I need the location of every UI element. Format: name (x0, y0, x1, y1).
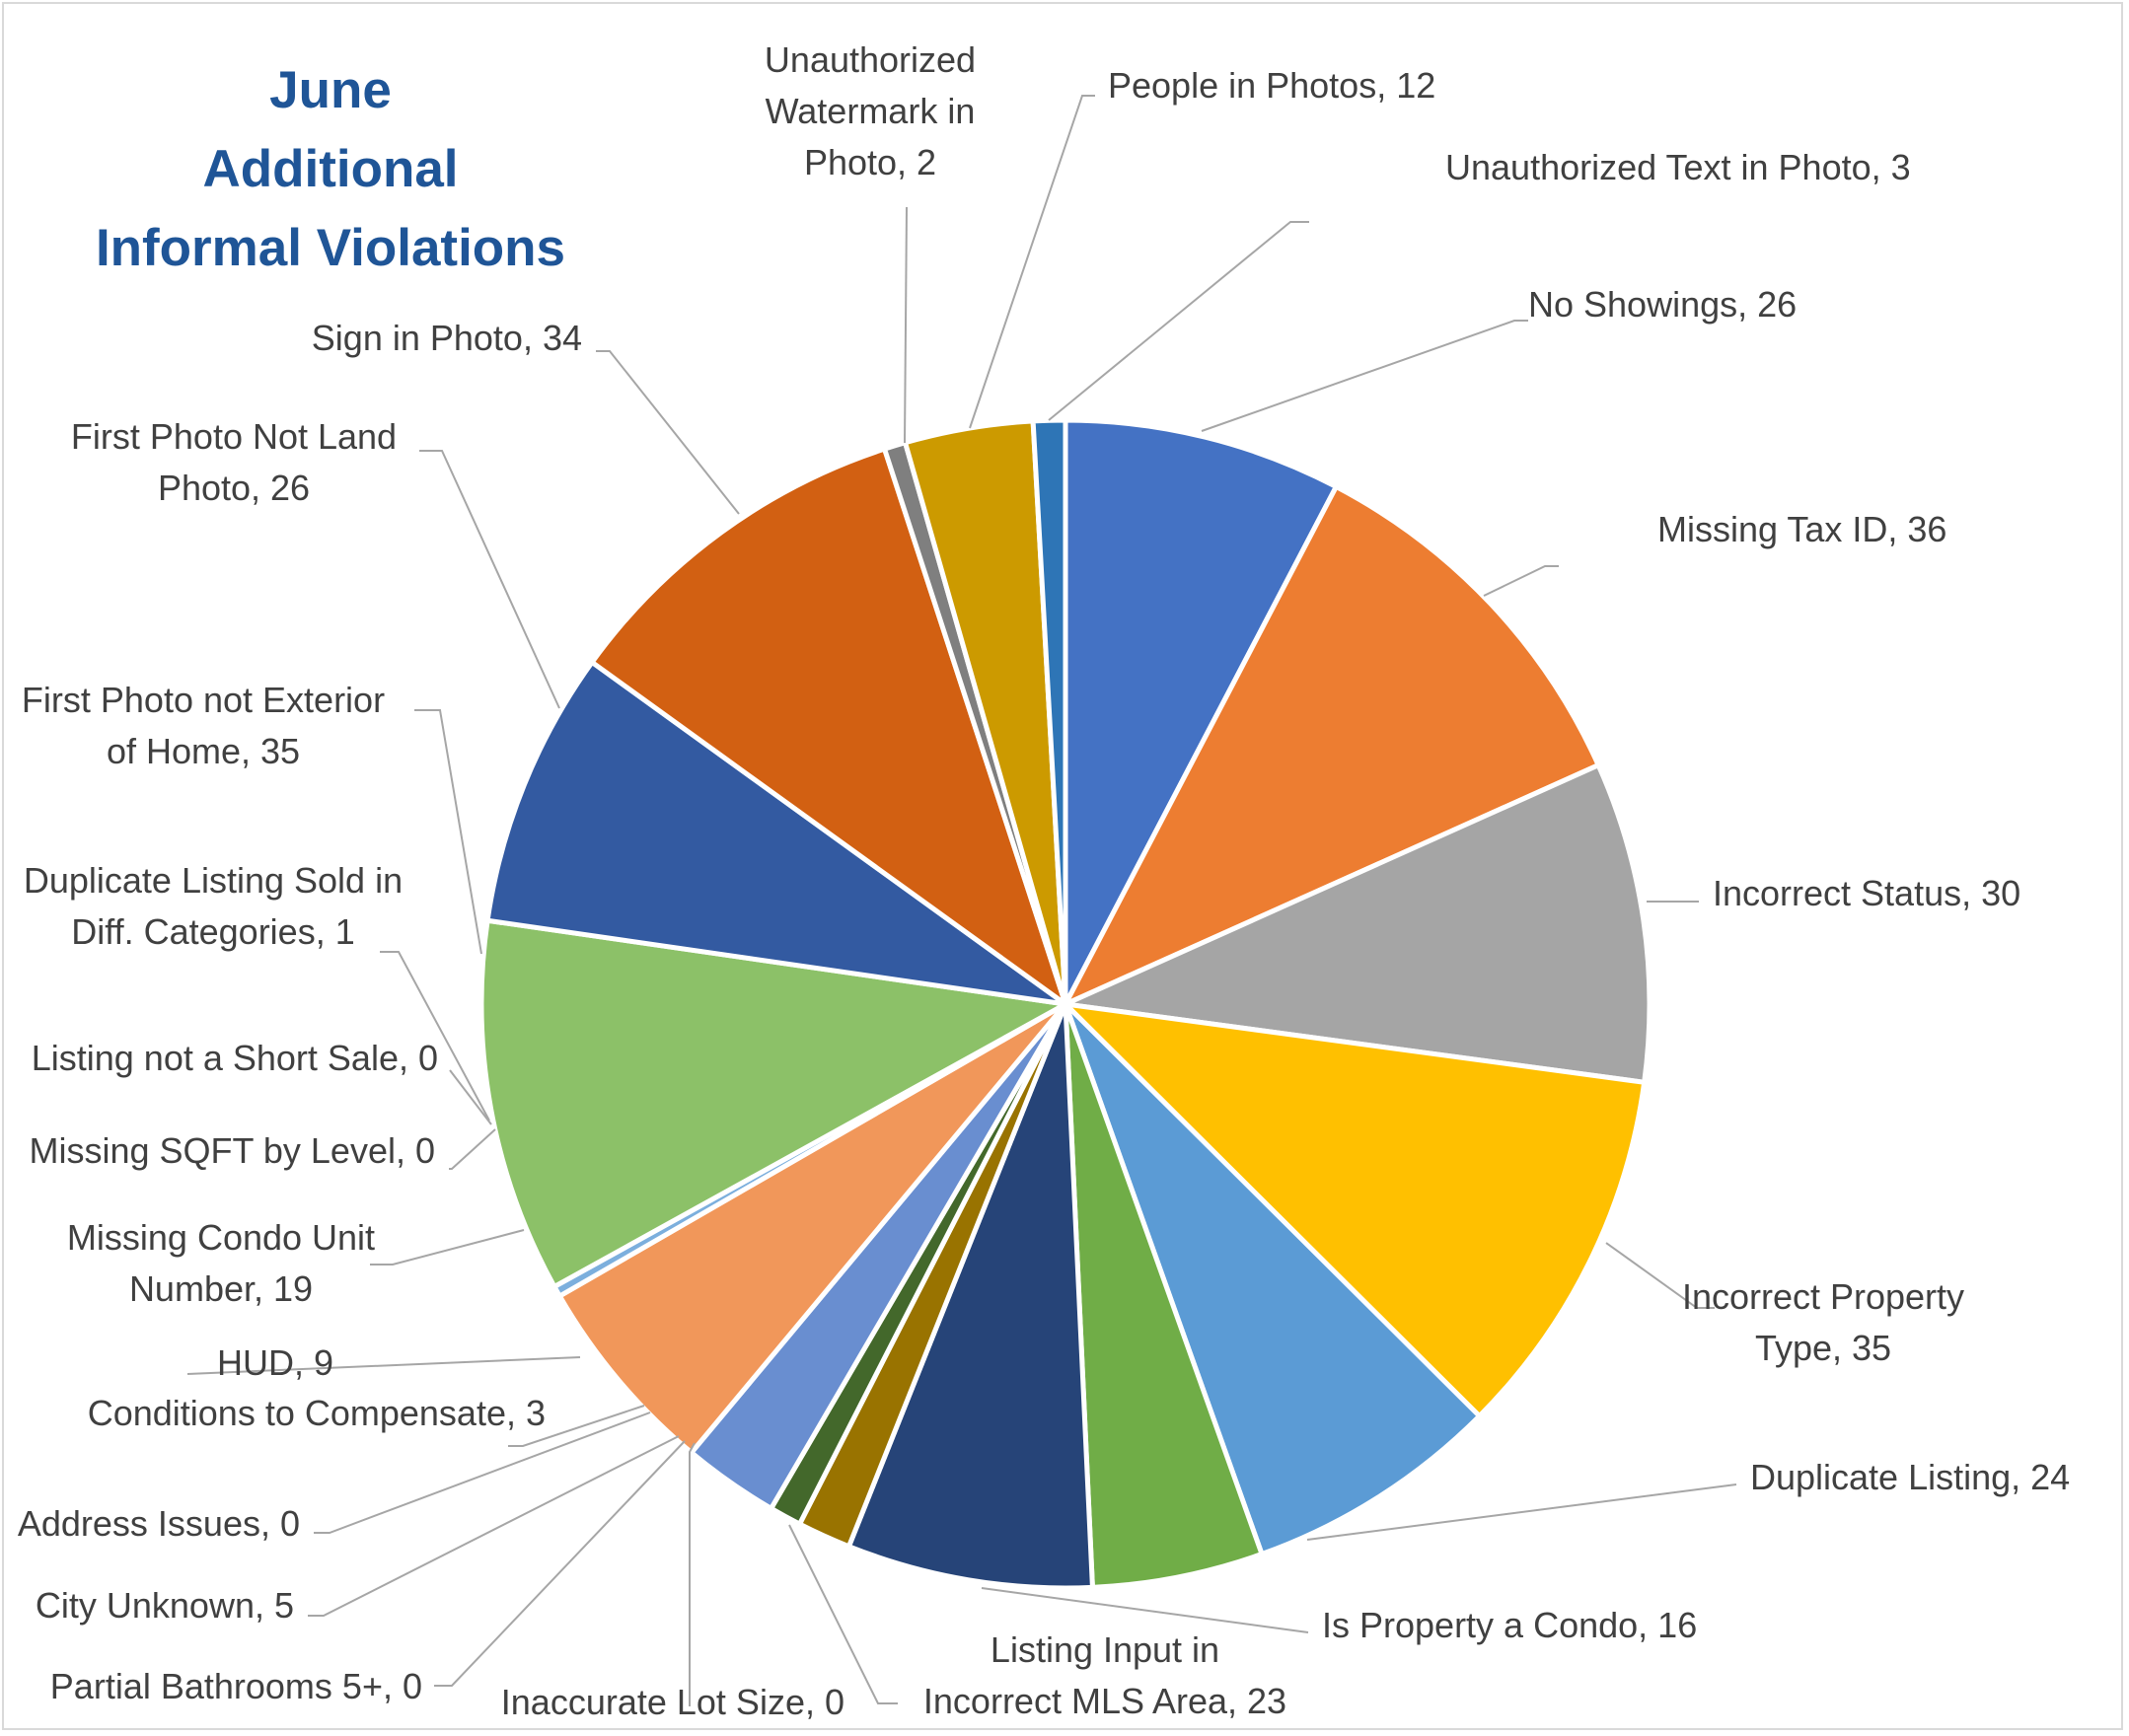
slice-inaccurate-lot-size-leader (689, 1442, 696, 1706)
pie-slices (478, 417, 1652, 1591)
slice-first-photo-not-land-photo-label: First Photo Not Land Photo, 26 (71, 416, 397, 508)
slice-no-showings-label: No Showings, 26 (1528, 284, 1797, 325)
slice-incorrect-property-type-leader (1605, 1242, 1715, 1309)
slice-first-photo-not-exterior-of-home-label: First Photo not Exterior of Home, 35 (22, 680, 385, 771)
slice-duplicate-listing (1063, 1001, 1483, 1557)
slice-hud-label: HUD, 9 (217, 1342, 333, 1383)
slice-duplicate-listing-label: Duplicate Listing, 24 (1750, 1457, 2070, 1497)
slice-no-showings-leader (1201, 320, 1528, 432)
slice-missing-condo-unit-number-leader (370, 1229, 525, 1266)
slice-duplicate-listing-leader (1306, 1483, 1737, 1541)
slice-partial-bathrooms-5-leader (434, 1440, 686, 1687)
slice-is-property-a-condo-label: Is Property a Condo, 16 (1322, 1605, 1697, 1645)
slice-missing-tax-id-leader (1483, 565, 1559, 597)
slice-duplicate-listing-sold-in-diff-categories-label: Duplicate Listing Sold in Diff. Categorie… (24, 860, 403, 952)
slice-incorrect-property-type-label: Incorrect Property Type, 35 (1682, 1276, 1964, 1368)
title-line-2: Additional (202, 140, 459, 198)
slice-sign-in-photo (589, 446, 1068, 1007)
slice-unauthorized-text-in-photo-label: Unauthorized Text in Photo, 3 (1445, 147, 1911, 187)
slice-is-property-a-condo-leader (981, 1587, 1309, 1633)
chart-title: June Additional Informal Violations (39, 51, 622, 288)
slice-hud-leader (186, 1356, 581, 1375)
slice-address-issues-label: Address Issues, 0 (18, 1503, 300, 1544)
slice-unauthorized-text-in-photo-leader (1048, 221, 1309, 421)
title-line-1: June (269, 61, 392, 119)
title-line-3: Informal Violations (95, 219, 566, 277)
slice-missing-sqft-by-level-label: Missing SQFT by Level, 0 (30, 1130, 436, 1171)
slice-listing-not-a-short-sale-leader (449, 1069, 492, 1125)
slice-address-issues-leader (314, 1411, 651, 1534)
slice-first-photo-not-land-photo-leader (419, 450, 560, 709)
slice-inaccurate-lot-size-label: Inaccurate Lot Size, 0 (501, 1682, 844, 1722)
slice-missing-condo-unit-number (556, 1001, 1068, 1456)
slice-incorrect-property-type (1063, 1001, 1648, 1419)
slice-city-unknown-leader (308, 1435, 680, 1617)
slice-first-photo-not-land-photo (484, 659, 1068, 1007)
slice-sign-in-photo-leader (596, 350, 740, 515)
slice-first-photo-not-exterior-of-home-leader (414, 709, 482, 955)
slice-duplicate-listing-sold-in-diff-categories-leader (380, 951, 490, 1121)
slice-listing-not-a-short-sale-label: Listing not a Short Sale, 0 (32, 1038, 438, 1078)
slice-is-property-a-condo (1063, 1001, 1265, 1590)
slice-partial-bathrooms-5-label: Partial Bathrooms 5+, 0 (50, 1666, 422, 1706)
slice-listing-input-in-incorrect-mls-area-leader (788, 1524, 898, 1704)
slice-unauthorized-watermark-in-photo-label: Unauthorized Watermark in Photo, 2 (765, 39, 976, 182)
slice-first-photo-not-exterior-of-home (478, 917, 1068, 1289)
slice-incorrect-status-label: Incorrect Status, 30 (1713, 873, 2020, 913)
slice-conditions-to-compensate-label: Conditions to Compensate, 3 (88, 1393, 546, 1433)
slice-listing-input-in-incorrect-mls-area-label: Listing Input in Incorrect MLS Area, 23 (923, 1629, 1286, 1721)
slice-incorrect-status (1063, 762, 1652, 1085)
slice-people-in-photos-label: People in Photos, 12 (1108, 65, 1435, 106)
slice-missing-condo-unit-number-label: Missing Condo Unit Number, 19 (67, 1217, 375, 1309)
slice-unauthorized-watermark-in-photo-leader (904, 206, 908, 444)
slice-conditions-to-compensate-leader (508, 1405, 645, 1447)
slice-sign-in-photo-label: Sign in Photo, 34 (312, 318, 582, 358)
slice-people-in-photos-leader (969, 95, 1095, 429)
slice-no-showings (1063, 417, 1339, 1007)
slice-missing-tax-id (1063, 483, 1601, 1007)
slice-listing-input-in-incorrect-mls-area (845, 1001, 1095, 1591)
slice-city-unknown-label: City Unknown, 5 (36, 1585, 294, 1626)
data-labels: No Showings, 26 Missing Tax ID, 36 Incorre… (18, 39, 2070, 1722)
leader-lines (186, 95, 1737, 1706)
slice-missing-tax-id-label: Missing Tax ID, 36 (1657, 509, 1946, 549)
slice-missing-sqft-by-level-leader (449, 1128, 496, 1170)
